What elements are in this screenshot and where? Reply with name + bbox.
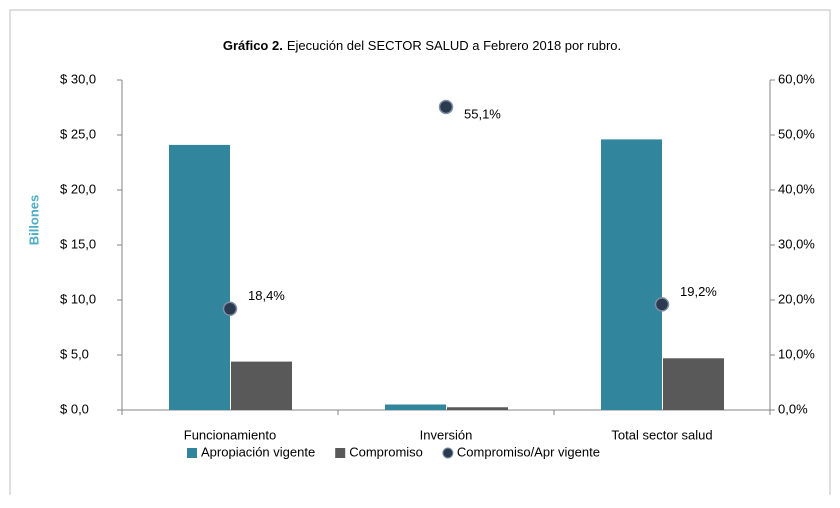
x-tick-label: Inversión xyxy=(420,427,473,442)
y-tick-label: $ 20,0 xyxy=(60,181,96,196)
chart-border xyxy=(9,9,831,495)
y2-tick-label: 60,0% xyxy=(778,71,815,86)
marker xyxy=(438,99,454,115)
legend-label: Compromiso xyxy=(349,444,423,459)
y2-tick-label: 50,0% xyxy=(778,126,815,141)
title-text: Ejecución del SECTOR SALUD a Febrero 201… xyxy=(287,38,621,53)
x-tick-label: Total sector salud xyxy=(611,427,712,442)
bar xyxy=(601,139,662,410)
y2-tick-label: 10,0% xyxy=(778,346,815,361)
y-tick-label: $ 5,0 xyxy=(60,346,89,361)
y2-tick-label: 30,0% xyxy=(778,236,815,251)
legend-label: Apropiación vigente xyxy=(201,444,315,459)
bar xyxy=(169,144,230,410)
bar xyxy=(663,358,724,410)
y2-tick-label: 40,0% xyxy=(778,181,815,196)
y2-tick-label: 20,0% xyxy=(778,291,815,306)
legend-swatch xyxy=(335,448,346,458)
chart-title: Gráfico 2. Ejecución del SECTOR SALUD a F… xyxy=(223,38,621,53)
legend-swatch xyxy=(442,447,454,459)
marker xyxy=(654,297,670,312)
legend-label: Compromiso/Apr vigente xyxy=(457,444,600,459)
bar xyxy=(231,361,292,410)
y-tick-label: $ 0,0 xyxy=(60,401,89,416)
y-axis-label: Billones xyxy=(26,195,41,246)
y-tick-label: $ 25,0 xyxy=(60,126,96,141)
data-label: 55,1% xyxy=(464,106,501,121)
marker xyxy=(222,301,238,317)
bar xyxy=(447,407,508,410)
y-tick-label: $ 15,0 xyxy=(60,236,96,251)
title-prefix: Gráfico 2. xyxy=(223,38,283,53)
legend-swatch xyxy=(187,448,197,458)
x-tick-label: Funcionamiento xyxy=(184,427,277,442)
data-label: 19,2% xyxy=(680,284,717,299)
y2-tick-label: 0,0% xyxy=(778,401,808,416)
bar xyxy=(385,404,446,410)
y-tick-label: $ 10,0 xyxy=(60,291,96,306)
y-tick-label: $ 30,0 xyxy=(60,71,96,86)
data-label: 18,4% xyxy=(248,288,285,303)
